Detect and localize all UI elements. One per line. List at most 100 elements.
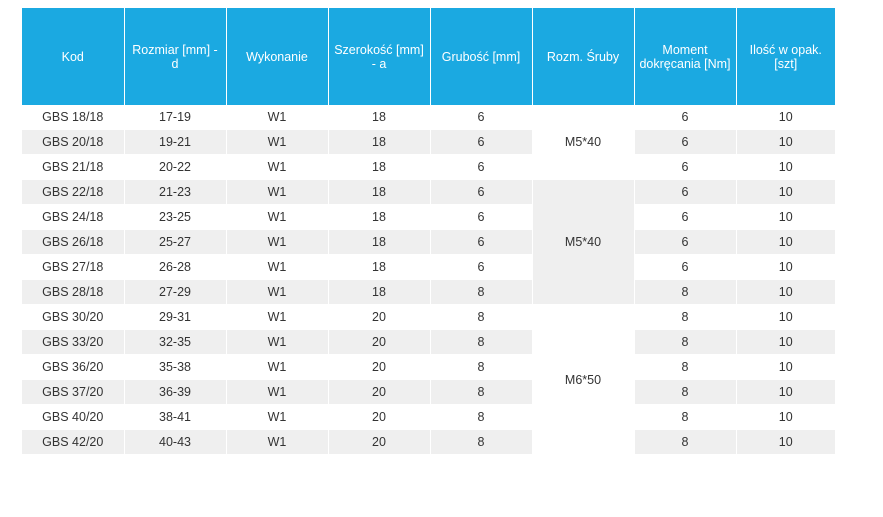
- cell-wykonanie: W1: [226, 204, 329, 230]
- cell-wykonanie: W1: [226, 379, 329, 405]
- cell-wykonanie: W1: [226, 179, 329, 205]
- cell-szerokosc: 18: [328, 279, 431, 305]
- table-body: GBS 18/18 17-19 W1 18 6 M5*40 6 10 GBS 20/18 19-2…: [22, 105, 835, 455]
- cell-ilosc: 10: [736, 229, 835, 255]
- cell-kod: GBS 26/18: [22, 229, 125, 255]
- table-row: GBS 18/18 17-19 W1 18 6 M5*40 6 10: [22, 105, 835, 180]
- cell-kod: GBS 40/20: [22, 404, 125, 430]
- cell-wykonanie: W1: [226, 404, 329, 430]
- cell-szerokosc: 18: [328, 154, 431, 180]
- header-szerokosc: Szerokość [mm] - a: [328, 8, 431, 105]
- header-moment: Moment dokręcania [Nm]: [634, 8, 737, 105]
- cell-moment: 6: [634, 154, 737, 180]
- cell-grubosc: 8: [430, 279, 533, 305]
- cell-szerokosc: 20: [328, 429, 431, 455]
- cell-moment: 6: [634, 129, 737, 155]
- cell-moment: 6: [634, 204, 737, 230]
- cell-kod: GBS 27/18: [22, 254, 125, 280]
- cell-ilosc: 10: [736, 429, 835, 455]
- header-kod: Kod: [22, 8, 125, 105]
- cell-kod: GBS 22/18: [22, 179, 125, 205]
- cell-rozm-sruby: M6*50: [532, 304, 635, 455]
- cell-wykonanie: W1: [226, 105, 329, 130]
- cell-moment: 6: [634, 254, 737, 280]
- cell-grubosc: 8: [430, 404, 533, 430]
- cell-szerokosc: 18: [328, 229, 431, 255]
- cell-kod: GBS 42/20: [22, 429, 125, 455]
- cell-ilosc: 10: [736, 204, 835, 230]
- table-row: GBS 21/18 20-22 W1 18 6 6 10: [22, 154, 835, 180]
- table-row: GBS 24/18 23-25 W1 18 6 6 10: [22, 204, 835, 230]
- cell-szerokosc: 18: [328, 179, 431, 205]
- cell-ilosc: 10: [736, 179, 835, 205]
- cell-rozmiar: 35-38: [124, 354, 227, 380]
- cell-rozmiar: 32-35: [124, 329, 227, 355]
- cell-grubosc: 8: [430, 329, 533, 355]
- header-rozm-sruby: Rozm. Śruby: [532, 8, 635, 105]
- cell-ilosc: 10: [736, 279, 835, 305]
- cell-szerokosc: 18: [328, 105, 431, 130]
- table-row: GBS 30/20 29-31 W1 20 8 M6*50 8 10: [22, 304, 835, 455]
- cell-kod: GBS 36/20: [22, 354, 125, 380]
- table-row: GBS 42/20 40-43 W1 20 8 8 10: [22, 429, 835, 455]
- cell-wykonanie: W1: [226, 254, 329, 280]
- cell-grubosc: 6: [430, 204, 533, 230]
- cell-grubosc: 6: [430, 179, 533, 205]
- header-grubosc: Grubość [mm]: [430, 8, 533, 105]
- table-row: GBS 22/18 21-23 W1 18 6 M5*40 6 10: [22, 179, 835, 305]
- cell-kod: GBS 30/20: [22, 304, 125, 330]
- cell-grubosc: 8: [430, 429, 533, 455]
- cell-grubosc: 6: [430, 129, 533, 155]
- cell-wykonanie: W1: [226, 154, 329, 180]
- cell-moment: 6: [634, 229, 737, 255]
- table-row: GBS 40/20 38-41 W1 20 8 8 10: [22, 404, 835, 430]
- cell-rozmiar: 40-43: [124, 429, 227, 455]
- cell-wykonanie: W1: [226, 229, 329, 255]
- cell-moment: 6: [634, 179, 737, 205]
- cell-grubosc: 6: [430, 229, 533, 255]
- cell-kod: GBS 28/18: [22, 279, 125, 305]
- header-rozmiar: Rozmiar [mm] - d: [124, 8, 227, 105]
- cell-grubosc: 6: [430, 154, 533, 180]
- cell-rozmiar: 25-27: [124, 229, 227, 255]
- cell-wykonanie: W1: [226, 279, 329, 305]
- cell-rozmiar: 23-25: [124, 204, 227, 230]
- cell-moment: 6: [634, 105, 737, 130]
- table-row: GBS 26/18 25-27 W1 18 6 6 10: [22, 229, 835, 255]
- cell-wykonanie: W1: [226, 304, 329, 330]
- cell-rozmiar: 17-19: [124, 105, 227, 130]
- cell-wykonanie: W1: [226, 129, 329, 155]
- product-table-container: Kod Rozmiar [mm] - d Wykonanie Szerokość…: [22, 8, 835, 455]
- cell-ilosc: 10: [736, 129, 835, 155]
- cell-szerokosc: 18: [328, 254, 431, 280]
- cell-kod: GBS 33/20: [22, 329, 125, 355]
- cell-szerokosc: 18: [328, 129, 431, 155]
- cell-rozmiar: 38-41: [124, 404, 227, 430]
- cell-rozmiar: 36-39: [124, 379, 227, 405]
- cell-szerokosc: 20: [328, 329, 431, 355]
- cell-kod: GBS 21/18: [22, 154, 125, 180]
- cell-ilosc: 10: [736, 379, 835, 405]
- cell-szerokosc: 20: [328, 404, 431, 430]
- cell-moment: 8: [634, 354, 737, 380]
- table-row: GBS 27/18 26-28 W1 18 6 6 10: [22, 254, 835, 280]
- cell-rozmiar: 29-31: [124, 304, 227, 330]
- table-row: GBS 37/20 36-39 W1 20 8 8 10: [22, 379, 835, 405]
- cell-wykonanie: W1: [226, 354, 329, 380]
- cell-ilosc: 10: [736, 354, 835, 380]
- cell-szerokosc: 20: [328, 354, 431, 380]
- cell-ilosc: 10: [736, 154, 835, 180]
- cell-rozm-sruby: M5*40: [532, 179, 635, 305]
- cell-moment: 8: [634, 429, 737, 455]
- cell-kod: GBS 18/18: [22, 105, 125, 130]
- cell-rozmiar: 21-23: [124, 179, 227, 205]
- cell-moment: 8: [634, 404, 737, 430]
- cell-kod: GBS 20/18: [22, 129, 125, 155]
- cell-grubosc: 8: [430, 379, 533, 405]
- table-row: GBS 36/20 35-38 W1 20 8 8 10: [22, 354, 835, 380]
- cell-szerokosc: 20: [328, 379, 431, 405]
- cell-kod: GBS 24/18: [22, 204, 125, 230]
- cell-kod: GBS 37/20: [22, 379, 125, 405]
- table-row: GBS 28/18 27-29 W1 18 8 8 10: [22, 279, 835, 305]
- cell-ilosc: 10: [736, 329, 835, 355]
